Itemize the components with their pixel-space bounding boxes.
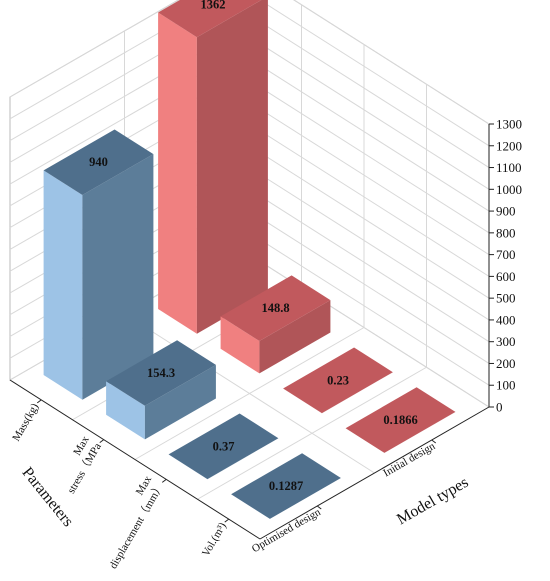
bar-1-0 [158, 0, 268, 334]
bar-side-face [220, 316, 260, 374]
bar-side-face [345, 428, 385, 453]
bar-0-3 [231, 453, 341, 519]
bar-0-2 [168, 413, 279, 480]
z-tick-label: 1200 [496, 138, 522, 153]
bar-side-face [283, 388, 322, 414]
data-label: 154.3 [147, 366, 175, 380]
y-axis-title: Model types [394, 474, 471, 528]
data-label: 148.8 [261, 301, 289, 315]
y-axis-line [259, 406, 490, 540]
bar-1-2 [283, 347, 393, 414]
x-axis-title: Parameters [19, 464, 77, 530]
z-tick-label: 1000 [496, 182, 522, 197]
y-tick [431, 439, 437, 444]
bar-top-face [168, 413, 279, 480]
bar-front-face [144, 364, 216, 440]
x-tick [224, 518, 230, 523]
z-tick-label: 400 [496, 312, 516, 327]
bar-top-face [220, 275, 331, 341]
bar-1-1 [220, 275, 331, 374]
bar-top-face [283, 347, 393, 414]
z-tick-label: 100 [496, 378, 516, 393]
x-category-line: Mass(kg) [10, 401, 41, 443]
axes [9, 123, 494, 540]
z-tick-label: 800 [496, 225, 516, 240]
z-tick-label: 600 [496, 269, 516, 284]
bar-side-face [158, 12, 197, 334]
data-label: 940 [89, 155, 108, 169]
bar-side-face [106, 381, 145, 440]
bar-0-0 [43, 129, 154, 400]
z-tick-label: 900 [496, 204, 516, 219]
x-axis-line [9, 379, 261, 540]
z-tick-label: 200 [496, 356, 516, 371]
bar-top-face [158, 0, 262, 38]
x-category-line: Vol.(m³) [200, 520, 229, 558]
x-category-label: Mass(kg) [10, 401, 41, 443]
bar-front-face [196, 0, 268, 334]
x-category-label: Vol.(m³) [200, 520, 229, 558]
gridline-floor [124, 313, 375, 474]
z-tick-label: 300 [496, 334, 516, 349]
bar-side-face [43, 170, 83, 400]
data-label: 1362 [201, 0, 226, 11]
bar-side-face [168, 454, 208, 480]
bar-front-face [321, 372, 393, 414]
bar-top-face [43, 129, 154, 195]
bar-top-face [231, 453, 341, 519]
bar-front-face [207, 438, 279, 480]
bar-top-face [106, 340, 216, 406]
x-tick [161, 478, 167, 483]
bars [43, 0, 456, 519]
bar-front-face [259, 300, 331, 374]
bar-0-1 [106, 340, 216, 440]
z-tick-label: 700 [496, 247, 516, 262]
data-label: 0.1287 [269, 479, 303, 493]
z-tick-label: 1100 [496, 160, 522, 175]
z-tick-label: 1300 [496, 117, 522, 132]
data-label: 0.37 [213, 439, 235, 453]
x-tick [36, 399, 42, 404]
y-tick [316, 505, 322, 510]
z-tick-label: 0 [496, 400, 503, 415]
data-label: 0.1866 [383, 413, 417, 427]
bar-top-face [345, 387, 456, 453]
bar-front-face [82, 154, 154, 400]
data-labels: 1362 940 148.8 154.3 0.23 0.37 0.1866 0.1287 [89, 0, 418, 493]
y-category-label: Optimised design [250, 506, 323, 555]
bar-1-3 [345, 387, 456, 453]
data-label: 0.23 [327, 373, 349, 387]
z-tick-label: 500 [496, 291, 516, 306]
x-tick [99, 439, 105, 444]
